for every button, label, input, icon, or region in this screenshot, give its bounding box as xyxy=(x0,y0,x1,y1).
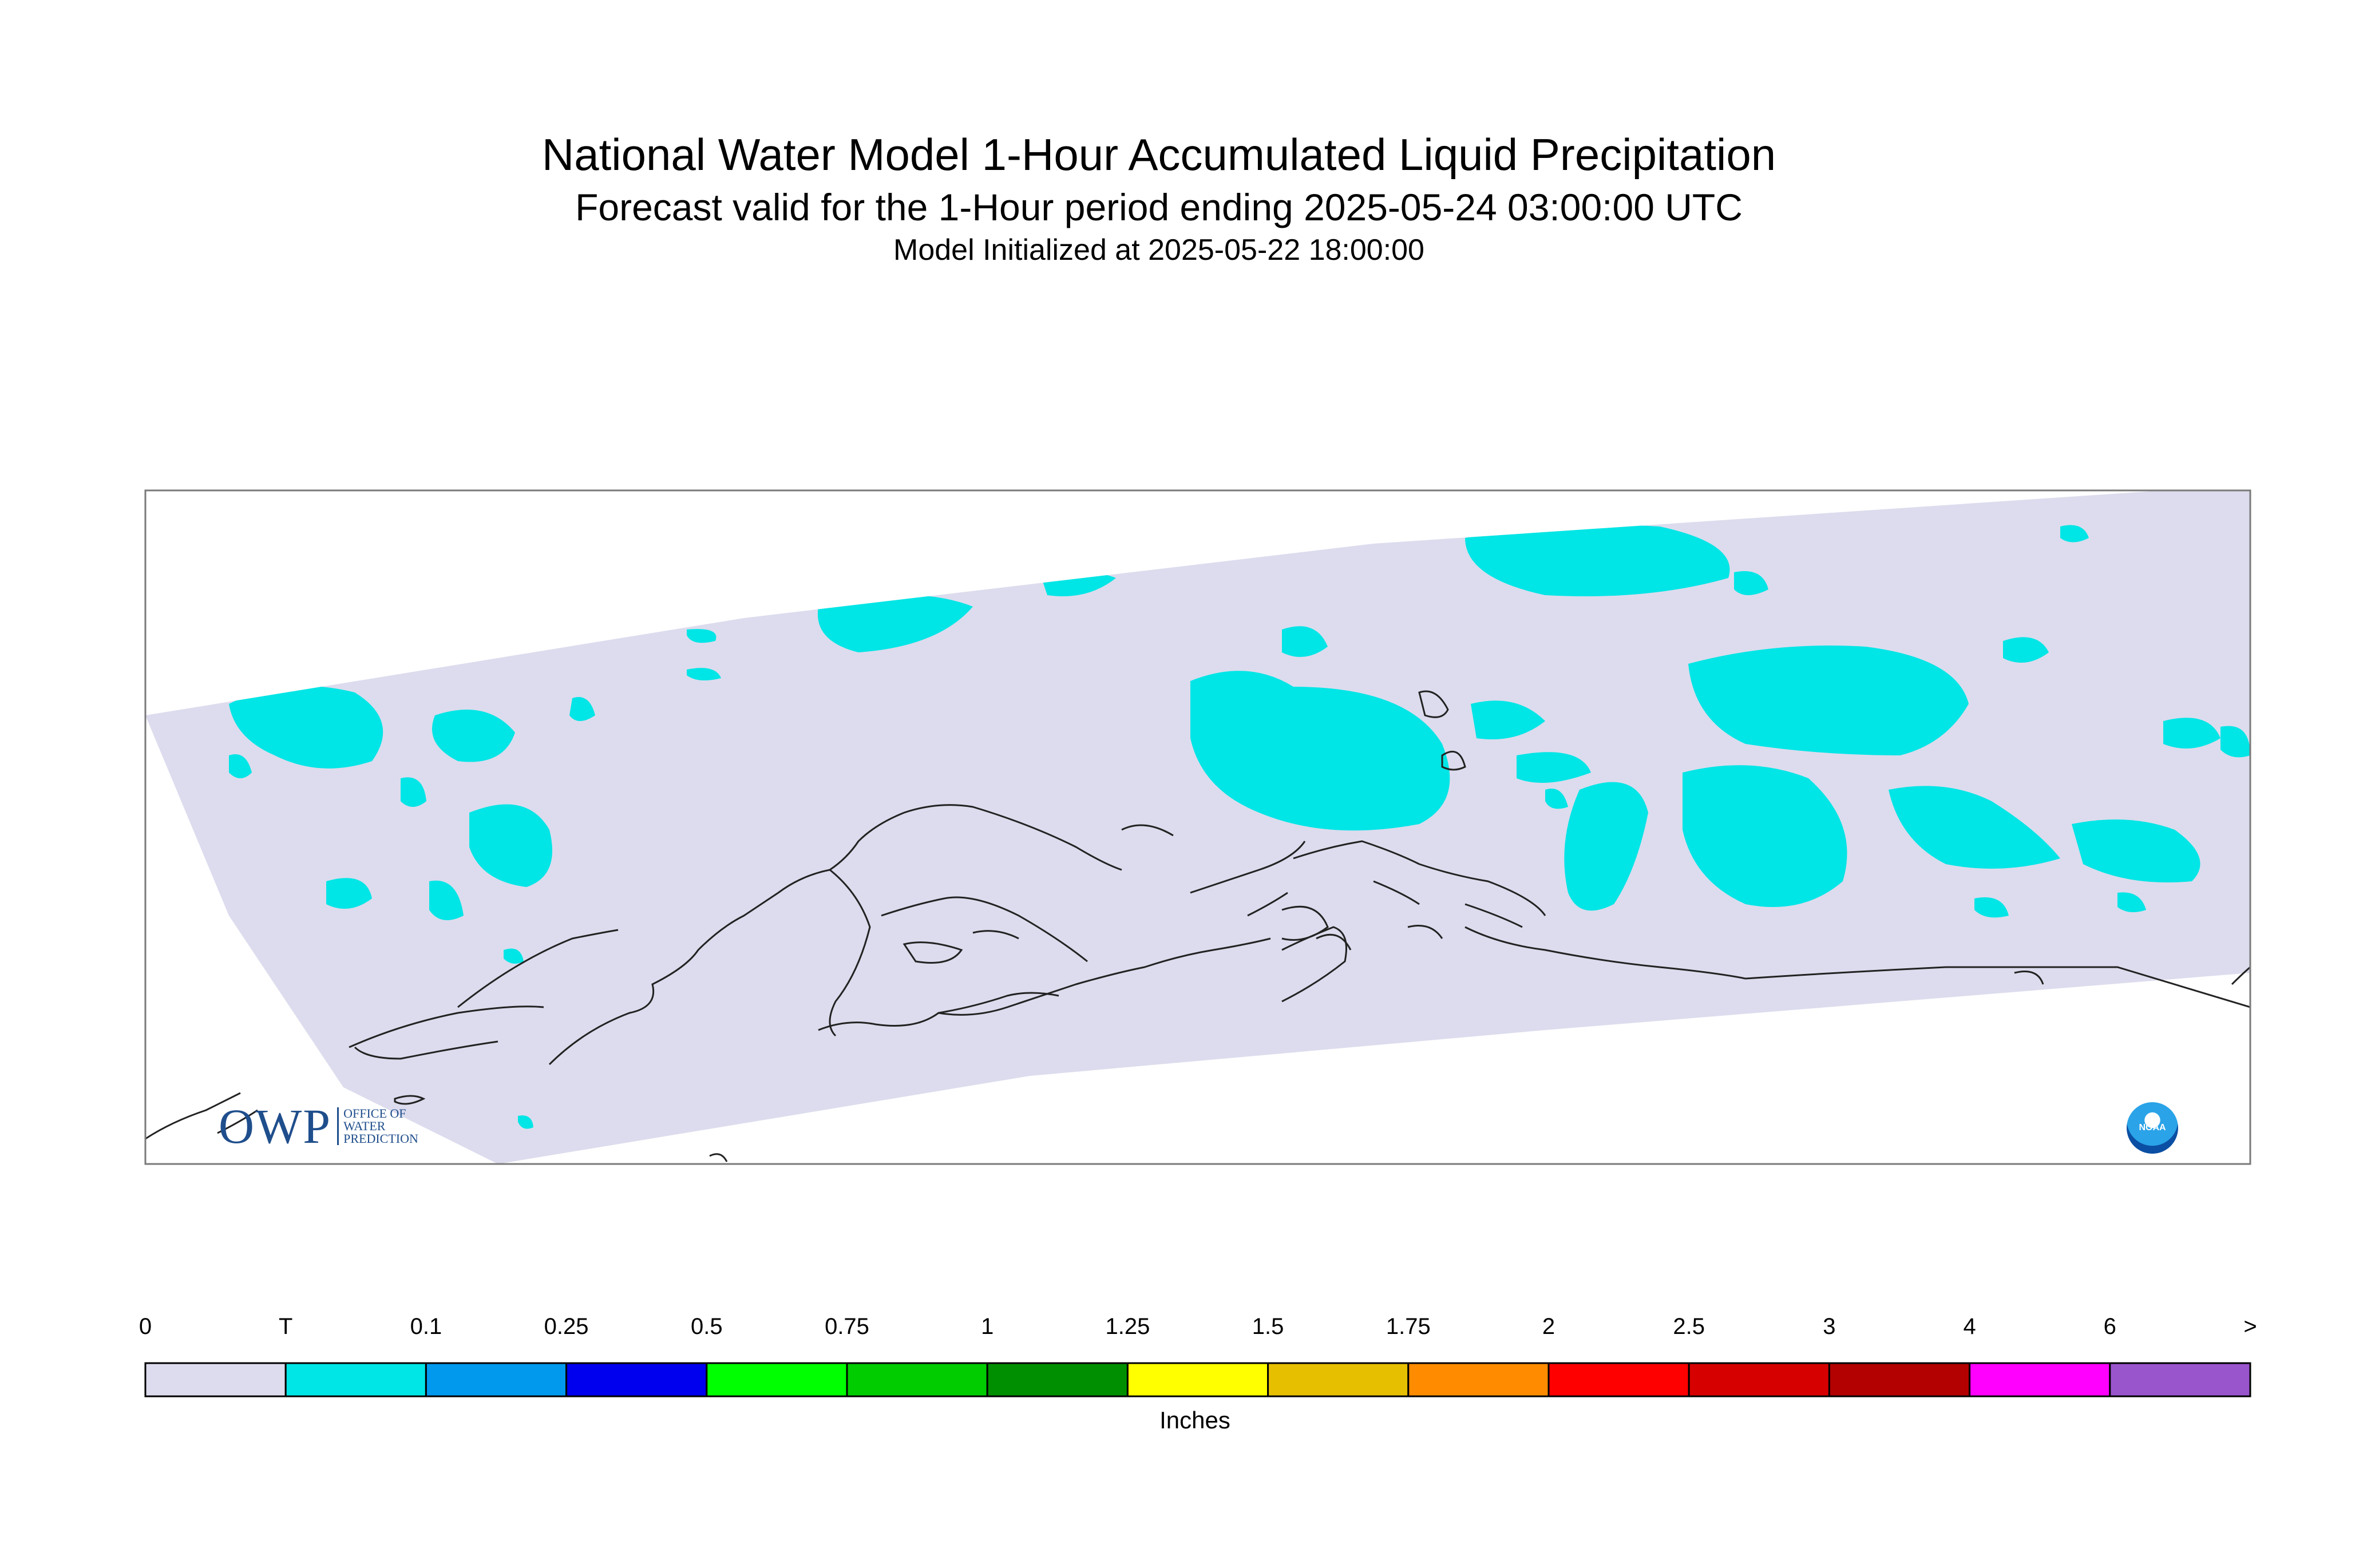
colorbar-swatch xyxy=(846,1362,988,1397)
colorbar-swatch xyxy=(565,1362,708,1397)
colorbar-tick-label: 1.5 xyxy=(1252,1314,1284,1339)
colorbar-swatch xyxy=(1126,1362,1269,1397)
colorbar-tick-label: 1 xyxy=(981,1314,994,1339)
title-block: National Water Model 1-Hour Accumulated … xyxy=(0,126,2318,269)
noaa-logo: NOAA xyxy=(2127,1102,2178,1154)
colorbar-swatch xyxy=(2109,1362,2251,1397)
colorbar-tick-label: 2 xyxy=(1542,1314,1555,1339)
map-frame xyxy=(144,489,2251,1165)
colorbar-tick-label: 1.25 xyxy=(1105,1314,1150,1339)
colorbar-swatch xyxy=(425,1362,568,1397)
colorbar-swatch xyxy=(1267,1362,1410,1397)
colorbar-swatch xyxy=(1407,1362,1550,1397)
owp-logo-letters: OWP xyxy=(219,1099,332,1154)
colorbar-swatch xyxy=(1688,1362,1830,1397)
noaa-logo-text: NOAA xyxy=(2139,1123,2166,1133)
colorbar-swatch xyxy=(1969,1362,2111,1397)
colorbar-tick-label: 4 xyxy=(1963,1314,1976,1339)
colorbar-tick-label: 0.1 xyxy=(410,1314,442,1339)
colorbar-swatch xyxy=(144,1362,287,1397)
colorbar-tick-label: 0 xyxy=(138,1314,152,1339)
colorbar-swatch xyxy=(1828,1362,1971,1397)
owp-logo: OWP OFFICE OF WATER PREDICTION xyxy=(219,1098,418,1155)
colorbar-swatch xyxy=(706,1362,848,1397)
colorbar-tick-label: 6 xyxy=(2103,1314,2116,1339)
colorbar-tick-label: 0.5 xyxy=(690,1314,723,1339)
map-title: National Water Model 1-Hour Accumulated … xyxy=(541,129,1776,180)
colorbar-tick-label: 3 xyxy=(1823,1314,1836,1339)
colorbar-tick-label: 1.75 xyxy=(1386,1314,1431,1339)
colorbar-tick-label: 0.25 xyxy=(544,1314,589,1339)
colorbar-tick-label: T xyxy=(278,1314,293,1339)
colorbar-units-label: Inches xyxy=(1159,1407,1230,1434)
precipitation-areas xyxy=(229,525,2250,1129)
colorbar-swatch xyxy=(284,1362,427,1397)
colorbar-swatch xyxy=(986,1362,1129,1397)
colorbar xyxy=(144,1362,2251,1397)
colorbar-tick-label: 0.75 xyxy=(825,1314,869,1339)
colorbar-tick-label: 2.5 xyxy=(1673,1314,1705,1339)
colorbar-swatch xyxy=(1547,1362,1690,1397)
colorbar-tick-label: > xyxy=(2243,1314,2257,1339)
forecast-valid-subtitle: Forecast valid for the 1-Hour period end… xyxy=(575,186,1743,228)
coastlines xyxy=(145,690,2250,1162)
owp-logo-subtitle: OFFICE OF WATER PREDICTION xyxy=(337,1107,418,1145)
model-init-subtitle: Model Initialized at 2025-05-22 18:00:00 xyxy=(893,233,1424,267)
